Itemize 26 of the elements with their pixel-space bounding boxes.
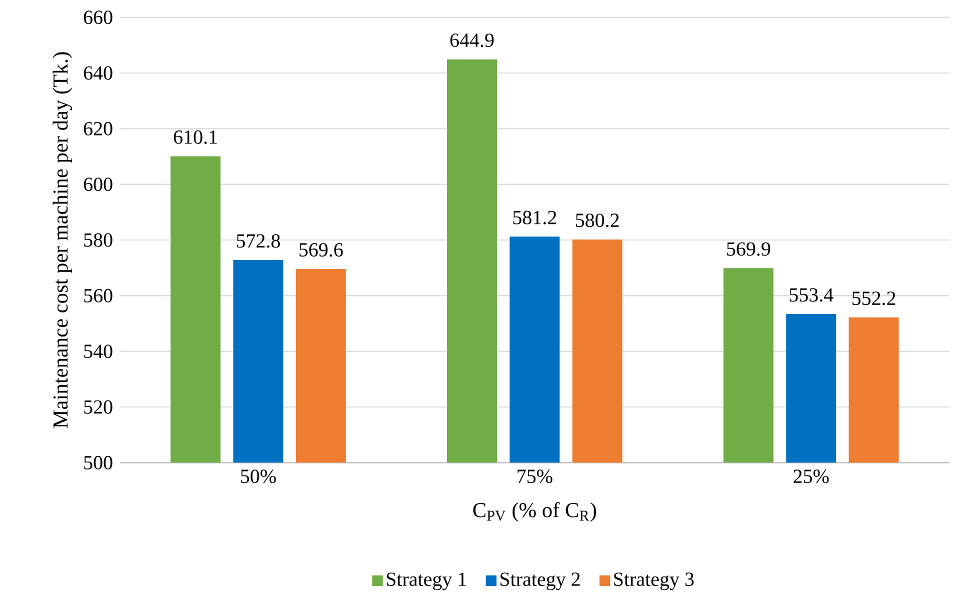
x-tick-label: 75% bbox=[518, 470, 552, 484]
legend-label: Strategy 2 bbox=[500, 572, 580, 590]
y-tick-label: 620 bbox=[84, 122, 112, 136]
data-label: 552.2 bbox=[852, 292, 896, 306]
data-label: 610.1 bbox=[174, 130, 217, 144]
y-tick-label: 520 bbox=[84, 400, 112, 414]
legend-label: Strategy 1 bbox=[386, 572, 466, 590]
y-tick-label: 500 bbox=[84, 456, 112, 470]
legend-label: Strategy 3 bbox=[614, 572, 694, 590]
y-tick-label: 600 bbox=[84, 178, 112, 192]
y-axis-title: Maintenance cost per machine per day (Tk.) bbox=[52, 52, 72, 428]
y-tick-label: 660 bbox=[84, 10, 112, 24]
data-label: 553.4 bbox=[790, 288, 834, 302]
x-tick-label: 50% bbox=[241, 470, 276, 484]
data-label: 569.6 bbox=[300, 243, 343, 257]
data-label: 572.8 bbox=[236, 234, 280, 248]
y-tick-label: 640 bbox=[84, 66, 112, 80]
y-tick-label: 580 bbox=[84, 233, 112, 247]
y-tick-label: 540 bbox=[84, 344, 112, 358]
x-tick-label: 25% bbox=[794, 470, 829, 484]
x-axis-title: C$_{PV}$ (% of C$_{R}$) bbox=[473, 502, 596, 522]
y-tick-label: 560 bbox=[84, 288, 112, 302]
data-label: 580.2 bbox=[576, 214, 619, 228]
data-label: 581.2 bbox=[513, 210, 556, 224]
data-label: 644.9 bbox=[450, 34, 494, 48]
data-label: 569.9 bbox=[727, 242, 770, 256]
